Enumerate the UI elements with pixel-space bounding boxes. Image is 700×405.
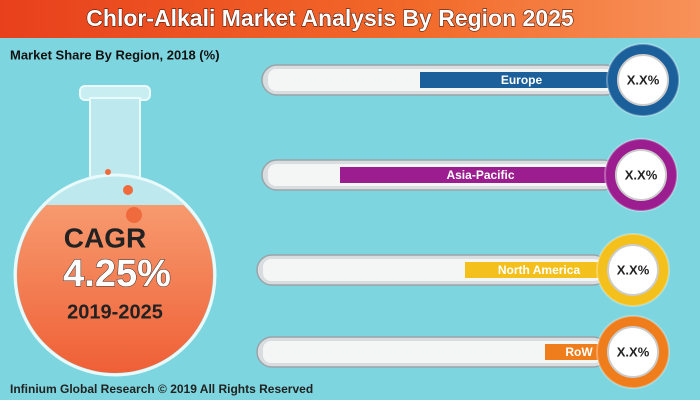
badge	[607, 326, 659, 378]
region-name: RoW	[565, 345, 593, 359]
footer: Infinium Global Research © 2019 All Righ…	[10, 382, 313, 396]
bubble	[105, 169, 111, 175]
bar-fill	[545, 344, 608, 360]
cagr-label: CAGR	[64, 222, 146, 253]
flask-liquid	[17, 205, 213, 373]
region-value: X.X%	[627, 72, 660, 87]
bubble	[123, 185, 133, 195]
badge	[617, 54, 669, 106]
region-name: North America	[498, 263, 581, 277]
bubble	[126, 207, 142, 223]
region-name: Asia-Pacific	[446, 168, 514, 182]
badge	[607, 244, 659, 296]
bar-fill	[465, 262, 608, 278]
region-value: X.X%	[617, 262, 650, 277]
region-value: X.X%	[617, 344, 650, 359]
subtitle: Market Share By Region, 2018 (%)	[10, 47, 220, 62]
bar-inner	[263, 341, 602, 363]
flask: CAGR 4.25% 2019-2025	[13, 85, 217, 377]
badge	[615, 149, 667, 201]
title: Chlor-Alkali Market Analysis By Region 2…	[86, 5, 574, 31]
region-value: X.X%	[625, 167, 658, 182]
bar-fill	[340, 167, 618, 183]
region-name: Europe	[501, 73, 543, 87]
title-bar	[0, 0, 700, 38]
cagr-value: 4.25%	[63, 253, 171, 295]
bar-fill	[420, 72, 620, 88]
cagr-period: 2019-2025	[67, 301, 163, 323]
